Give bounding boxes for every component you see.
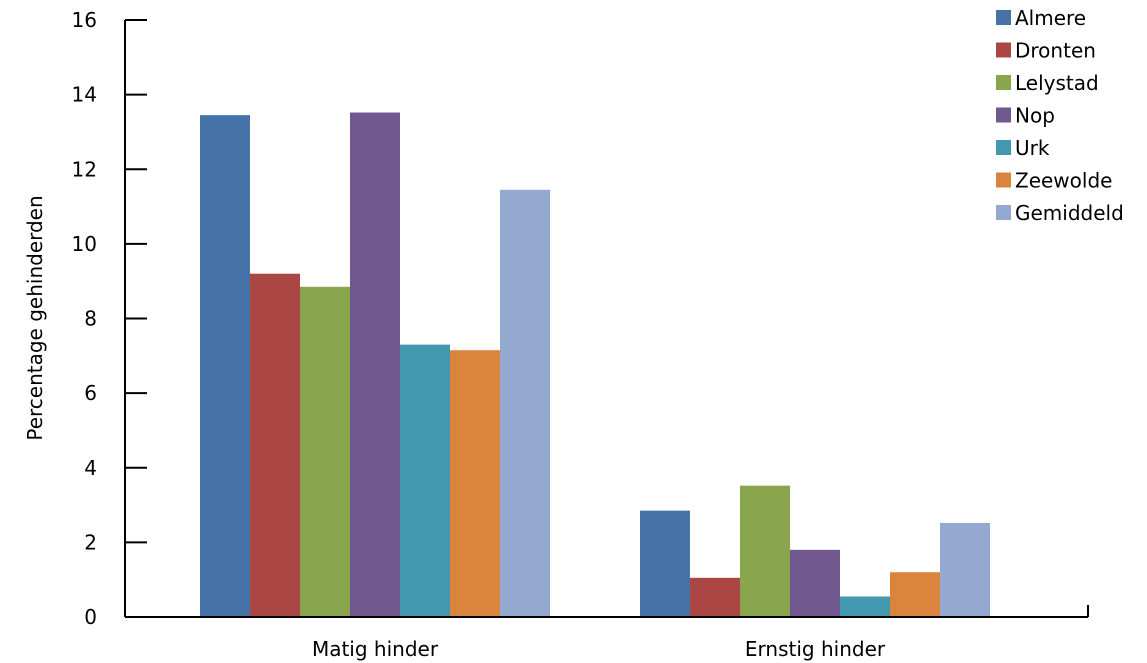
y-tick-label: 8 [84,307,97,331]
legend-swatch [996,172,1011,188]
bar-dronten-matig [250,273,300,617]
legend-swatch [996,75,1011,90]
y-tick-label: 0 [84,605,97,629]
y-tick-label: 4 [84,456,97,480]
y-axis-title: Percentage gehinderden [23,195,47,440]
y-tick-label: 12 [72,157,97,181]
bar-lelystad-ernstig [740,485,790,617]
y-tick-label: 2 [84,530,97,554]
legend-swatch [996,205,1011,220]
legend-label: Nop [1015,104,1055,128]
bar-nop-matig [350,112,400,617]
bar-urk-ernstig [840,596,890,617]
legend-swatch [996,140,1011,155]
y-tick-label: 16 [72,8,97,32]
bar-lelystad-matig [300,286,350,617]
legend-swatch [996,42,1011,58]
bar-dronten-ernstig [690,577,740,617]
legend-label: Dronten [1015,39,1096,63]
bar-zeewolde-matig [450,350,500,617]
bar-groups [200,112,990,617]
legend-label: Urk [1015,136,1050,160]
legend-label: Almere [1015,6,1086,30]
bar-urk-matig [400,344,450,617]
legend-label: Lelystad [1015,71,1099,95]
y-tick-label: 6 [84,381,97,405]
y-tick-label: 10 [72,232,97,256]
y-tick-label: 14 [72,83,97,107]
bar-gemiddeld-ernstig [940,522,990,617]
legend-label: Gemiddeld [1015,201,1124,225]
bar-gemiddeld-matig [500,189,550,617]
y-axis-ticks: 0 2 4 6 8 10 12 14 16 [72,8,147,629]
category-label: Ernstig hinder [745,637,886,661]
bar-zeewolde-ernstig [890,572,940,617]
legend-label: Zeewolde [1015,169,1112,193]
category-label: Matig hinder [312,637,439,661]
bar-almere-matig [200,115,250,617]
legend: Almere Dronten Lelystad Nop Urk Zeewolde Gemid… [996,6,1124,225]
legend-swatch [996,107,1011,123]
legend-swatch [996,10,1011,25]
bar-nop-ernstig [790,549,840,617]
bar-almere-ernstig [640,510,690,617]
category-labels: Matig hinder Ernstig hinder [312,637,886,661]
